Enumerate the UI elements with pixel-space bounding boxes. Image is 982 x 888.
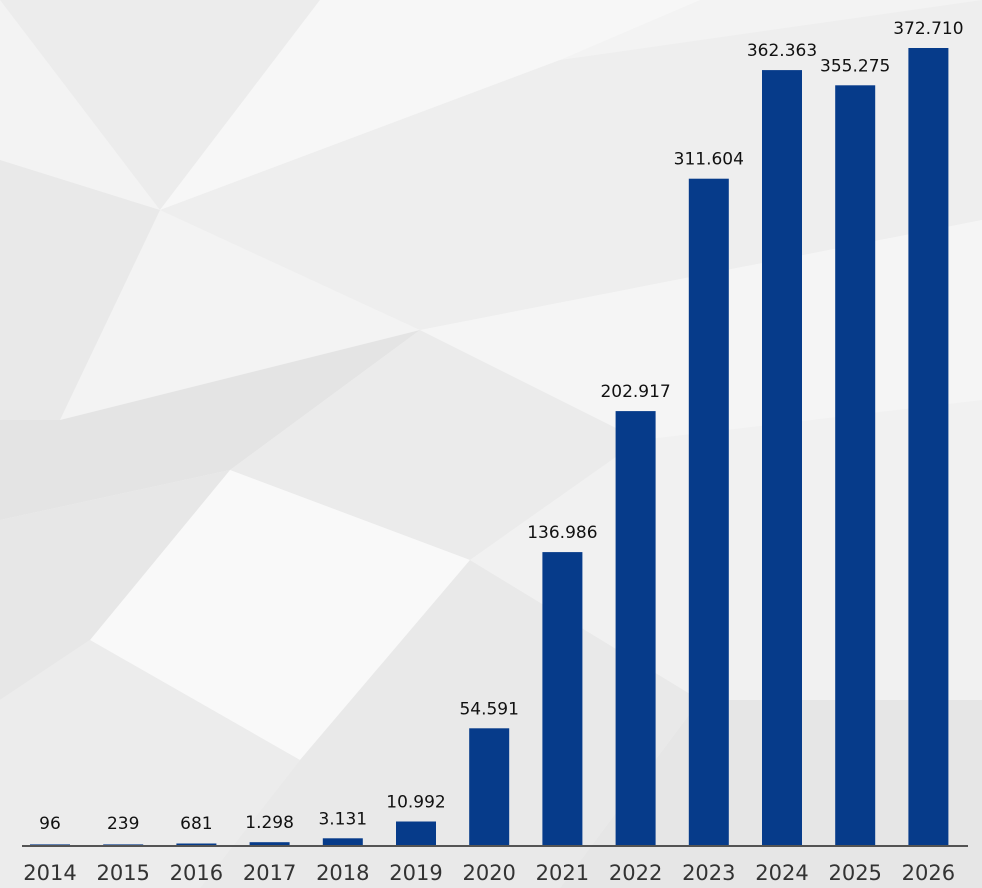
data-label-2026: 372.710 — [893, 19, 963, 39]
bar-2017 — [249, 842, 290, 845]
data-label-2017: 1.298 — [245, 813, 294, 833]
bar-2018 — [322, 838, 363, 845]
data-label-2022: 202.917 — [600, 382, 670, 402]
bar-2023 — [688, 178, 729, 845]
bar-2019 — [396, 821, 436, 845]
x-tick-label-2021: 2021 — [536, 861, 589, 885]
data-label-2024: 362.363 — [747, 41, 817, 61]
x-tick-label-2014: 2014 — [23, 861, 76, 885]
x-tick-label-2015: 2015 — [96, 861, 149, 885]
x-tick-label-2020: 2020 — [462, 861, 515, 885]
data-label-2019: 10.992 — [386, 793, 445, 813]
data-label-2023: 311.604 — [674, 150, 744, 170]
x-tick-label-2017: 2017 — [243, 861, 296, 885]
bar-2022 — [615, 411, 656, 845]
data-label-2020: 54.591 — [459, 699, 518, 719]
bar-2021 — [542, 552, 583, 845]
bar-2024 — [762, 70, 802, 846]
x-tick-label-2026: 2026 — [902, 861, 955, 885]
x-tick-label-2023: 2023 — [682, 861, 735, 885]
bar-2015 — [103, 844, 144, 845]
x-tick-label-2019: 2019 — [389, 861, 442, 885]
bar-2014 — [30, 844, 70, 845]
bar-2026 — [908, 48, 949, 845]
data-label-2016: 681 — [180, 814, 212, 834]
data-label-2015: 239 — [107, 814, 139, 834]
bar-2020 — [469, 728, 510, 845]
bar-2025 — [835, 85, 876, 846]
data-label-2025: 355.275 — [820, 56, 890, 76]
data-label-2014: 96 — [39, 814, 61, 834]
x-tick-labels-layer: 2014 2015 2016 2017 2018 2019 2020 2021 2022 2023… — [23, 861, 955, 885]
x-tick-label-2016: 2016 — [170, 861, 223, 885]
data-label-2018: 3.131 — [318, 809, 367, 829]
bars-layer — [30, 48, 949, 846]
bar-2016 — [176, 843, 217, 845]
x-tick-label-2018: 2018 — [316, 861, 369, 885]
value-labels-layer: 96 239 681 1.298 3.131 10.992 54.591 136.986 202… — [39, 19, 963, 834]
data-label-2021: 136.986 — [527, 523, 597, 543]
x-tick-label-2024: 2024 — [755, 861, 808, 885]
x-tick-label-2025: 2025 — [828, 861, 881, 885]
x-tick-label-2022: 2022 — [609, 861, 662, 885]
